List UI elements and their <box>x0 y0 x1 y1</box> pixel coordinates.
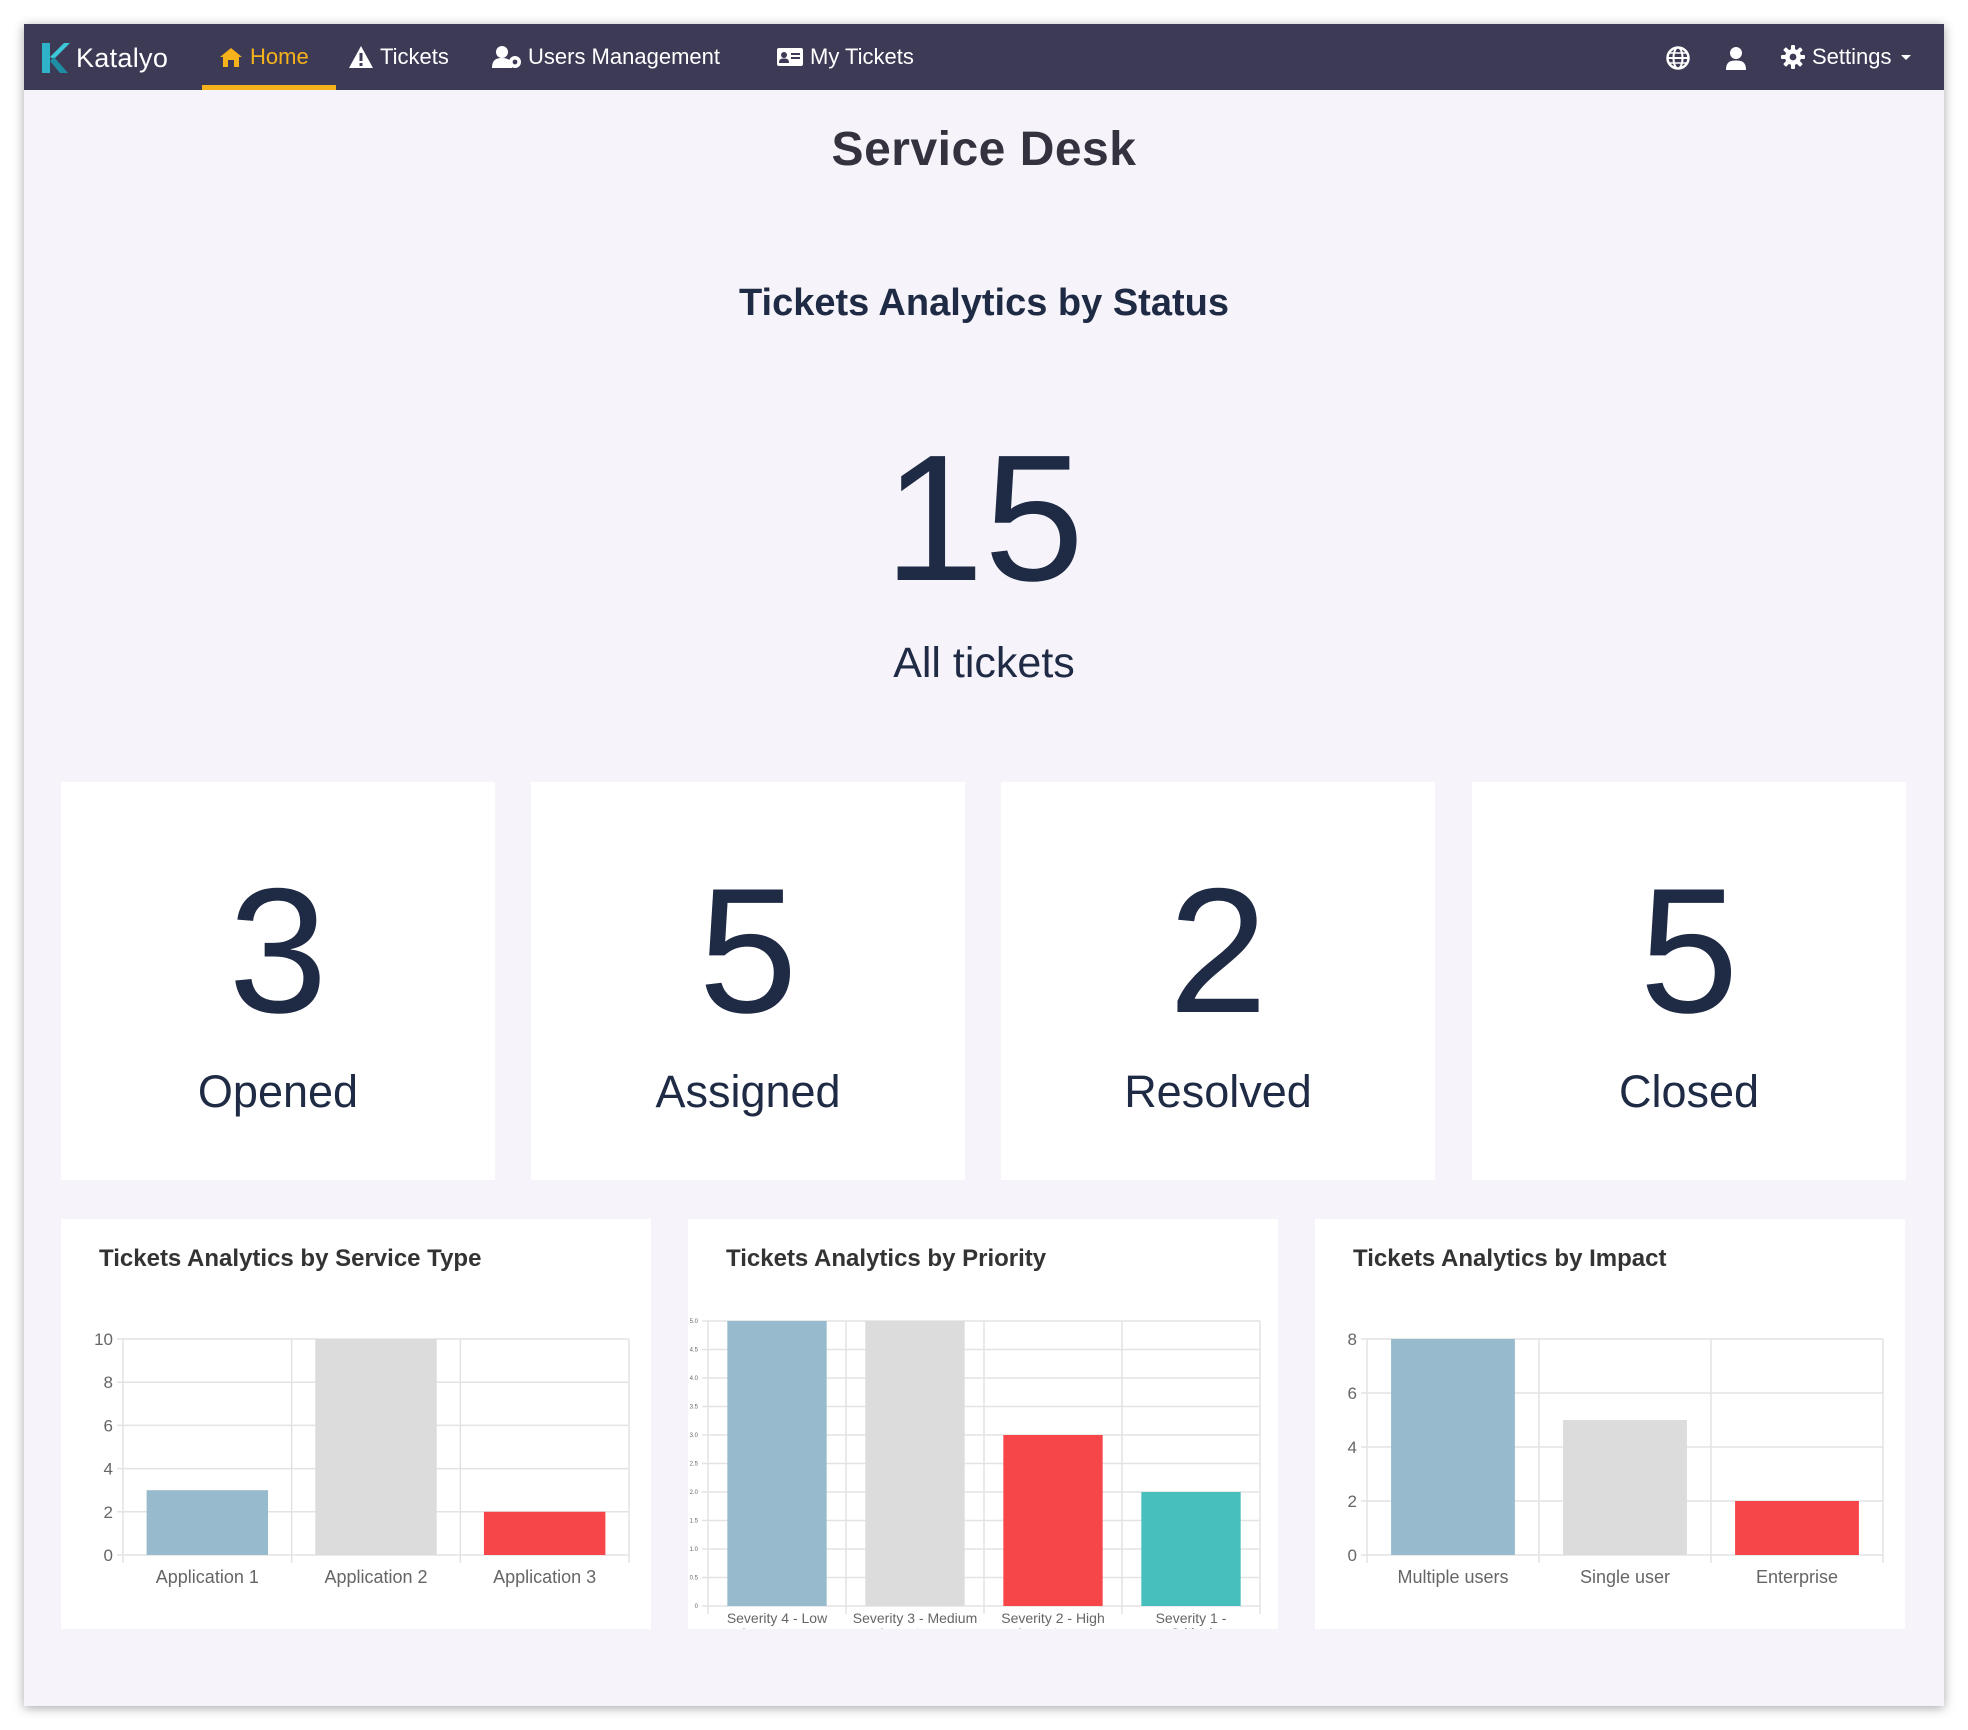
nav-my-tickets[interactable]: My Tickets <box>776 24 914 90</box>
y-tick-label: 2.5 <box>690 1462 699 1468</box>
page-title: Service Desk <box>831 123 1137 176</box>
settings-label: Settings <box>1812 44 1892 69</box>
y-tick-label: 0 <box>104 1546 113 1565</box>
x-category-label: Enterprise <box>1756 1567 1838 1587</box>
chart-panel-priority: Tickets Analytics by Priority 0 0.5 1.0 1.5… <box>688 1219 1278 1629</box>
chart-title: Tickets Analytics by Priority <box>726 1245 1047 1272</box>
y-tick-label: 4 <box>104 1460 113 1479</box>
y-tick-label: 10 <box>94 1330 113 1349</box>
bar <box>1141 1492 1241 1606</box>
bar <box>315 1339 437 1555</box>
y-tick-label: 3.0 <box>690 1433 699 1439</box>
status-card-value: 2 <box>1168 851 1268 1050</box>
nav-tickets-label: Tickets <box>380 44 449 69</box>
x-category-label: Multiple users <box>1397 1567 1508 1587</box>
nav-users-management[interactable]: Users Management <box>492 24 720 90</box>
katalyo-logo-icon <box>42 43 70 73</box>
id-card-icon <box>777 48 803 66</box>
bar <box>146 1490 269 1555</box>
bar <box>1003 1435 1103 1606</box>
bar <box>1735 1501 1859 1555</box>
bar <box>727 1321 827 1606</box>
caret-down-icon <box>1900 55 1911 60</box>
y-tick-label: 5.0 <box>690 1319 699 1325</box>
status-card-value: 5 <box>1639 851 1739 1050</box>
nav-home-label: Home <box>250 44 309 69</box>
y-tick-label: 8 <box>104 1373 113 1392</box>
x-category-label: Importance <box>742 1625 812 1629</box>
language-button[interactable] <box>1664 44 1692 72</box>
status-card-closed[interactable]: 5 Closed <box>1472 782 1906 1180</box>
y-tick-label: 1.0 <box>690 1547 699 1553</box>
nav-home[interactable]: Home <box>218 24 309 90</box>
status-card-label: Resolved <box>1124 1066 1312 1117</box>
y-tick-label: 3.5 <box>690 1405 699 1411</box>
x-category-label: Single user <box>1580 1567 1670 1587</box>
globe-icon <box>1666 46 1690 70</box>
bar <box>1391 1339 1515 1555</box>
users-cog-icon <box>492 46 521 68</box>
active-tab-indicator <box>202 85 336 90</box>
y-tick-label: 4.5 <box>690 1348 699 1354</box>
x-category-label: Application 1 <box>156 1567 259 1587</box>
y-tick-label: 2 <box>104 1503 113 1522</box>
impact-bar-chart: 0 2 4 6 8 Multiple users Single user Enterprise <box>1348 1330 1884 1587</box>
status-card-resolved[interactable]: 2 Resolved <box>1001 782 1435 1180</box>
bar <box>483 1511 606 1555</box>
status-card-label: Assigned <box>655 1066 841 1117</box>
total-tickets-label: All tickets <box>893 639 1075 687</box>
status-card-value: 5 <box>698 851 798 1050</box>
x-category-label: Importance <box>1018 1625 1088 1629</box>
status-card-value: 3 <box>228 851 328 1050</box>
x-category-label: Application 3 <box>493 1567 596 1587</box>
home-icon <box>220 48 242 67</box>
chart-panel-service-type: Tickets Analytics by Service Type 0 2 4 6 8 1… <box>61 1219 651 1629</box>
y-tick-label: 0 <box>695 1604 699 1610</box>
chart-title: Tickets Analytics by Impact <box>1353 1245 1667 1272</box>
status-analytics-heading: Tickets Analytics by Status <box>739 282 1229 324</box>
status-card-label: Closed <box>1618 1066 1760 1117</box>
x-category-label: Critical <box>1170 1625 1213 1629</box>
app-window: Katalyo Home Tickets Users Man <box>24 24 1944 1706</box>
service-type-bar-chart: 0 2 4 6 8 10 Application 1 Application 2 Applica… <box>94 1330 630 1587</box>
y-tick-label: 0 <box>1348 1546 1357 1565</box>
bar <box>865 1321 965 1606</box>
total-tickets-count: 15 <box>883 418 1085 619</box>
x-category-label: Severity 4 - Low <box>727 1610 828 1626</box>
chart-title: Tickets Analytics by Service Type <box>99 1245 482 1272</box>
y-tick-label: 4 <box>1348 1438 1357 1457</box>
settings-dropdown[interactable]: Settings <box>1780 24 1920 90</box>
x-category-label: Severity 3 - Medium <box>853 1610 977 1626</box>
x-category-label: Severity 1 - <box>1156 1610 1227 1626</box>
warning-icon <box>349 46 373 68</box>
y-tick-label: 6 <box>104 1416 113 1435</box>
brand-logo[interactable]: Katalyo <box>40 38 168 78</box>
nav-users-management-label: Users Management <box>528 44 720 69</box>
user-icon <box>1726 47 1746 70</box>
x-category-label: Importance <box>880 1625 950 1629</box>
x-category-label: Application 2 <box>324 1567 427 1587</box>
y-tick-label: 6 <box>1348 1384 1357 1403</box>
y-tick-label: 4.0 <box>690 1376 699 1382</box>
nav-my-tickets-label: My Tickets <box>810 44 914 69</box>
status-card-opened[interactable]: 3 Opened <box>61 782 495 1180</box>
bar <box>1563 1420 1687 1555</box>
status-card-label: Opened <box>197 1066 359 1117</box>
chart-panel-impact: Tickets Analytics by Impact 0 2 4 6 8 Multipl… <box>1315 1219 1905 1629</box>
x-category-label: Severity 2 - High <box>1001 1610 1104 1626</box>
status-card-assigned[interactable]: 5 Assigned <box>531 782 965 1180</box>
nav-tickets[interactable]: Tickets <box>348 24 449 90</box>
y-tick-label: 2.0 <box>690 1490 699 1496</box>
y-tick-label: 1.5 <box>690 1519 699 1525</box>
priority-bar-chart: 0 0.5 1.0 1.5 2.0 2.5 3.0 3.5 4.0 4.5 5.0 Severity … <box>690 1319 1261 1629</box>
y-tick-label: 2 <box>1348 1492 1357 1511</box>
user-profile-button[interactable] <box>1722 44 1750 72</box>
gear-icon <box>1781 45 1805 69</box>
y-tick-label: 0.5 <box>690 1576 699 1582</box>
top-navbar: Katalyo Home Tickets Users Man <box>24 24 1944 90</box>
y-tick-label: 8 <box>1348 1330 1357 1349</box>
brand-name: Katalyo <box>76 42 169 73</box>
